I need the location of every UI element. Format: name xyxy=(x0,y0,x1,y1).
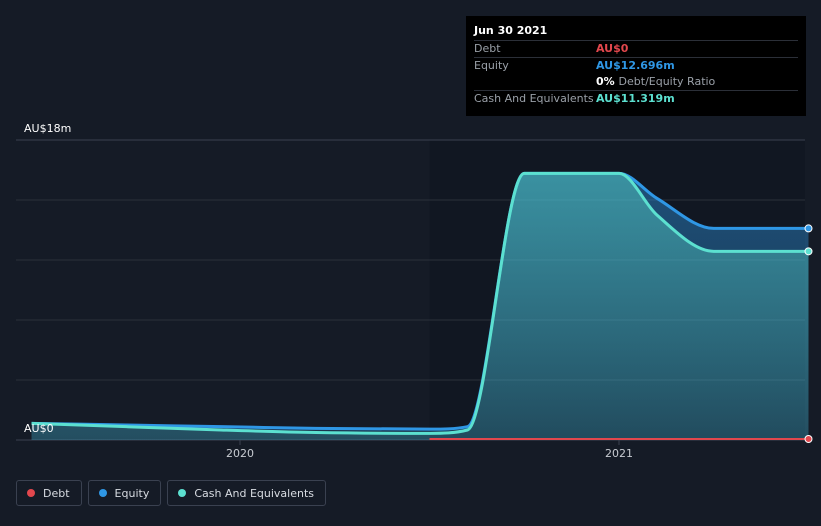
tooltip-ratio-label: Debt/Equity Ratio xyxy=(618,75,716,88)
y-tick-label-min: AU$0 xyxy=(24,422,54,435)
x-tick-label-2020: 2020 xyxy=(226,447,254,460)
legend-label-debt: Debt xyxy=(43,486,70,500)
tooltip-cash-label: Cash And Equivalents xyxy=(474,92,594,105)
tooltip-row-cash: Cash And Equivalents AU$11.319m xyxy=(474,90,798,107)
legend-item-cash[interactable]: Cash And Equivalents xyxy=(167,480,326,506)
legend-dot-equity-icon xyxy=(98,489,107,497)
series-area-cash-and-equivalents xyxy=(31,173,809,440)
tooltip-ratio: 0% Debt/Equity Ratio xyxy=(596,74,715,90)
legend-label-equity: Equity xyxy=(114,486,150,500)
x-tick-label-2021: 2021 xyxy=(605,447,633,460)
tooltip-debt-value: AU$0 xyxy=(596,42,629,55)
grid-lines xyxy=(16,139,805,381)
tooltip-row-equity: Equity AU$12.696m xyxy=(474,57,798,74)
chart-legend: Debt Equity Cash And Equivalents xyxy=(16,480,326,506)
series-layer xyxy=(31,171,813,443)
series-end-point-equity[interactable] xyxy=(804,224,813,233)
legend-item-equity[interactable]: Equity xyxy=(87,480,162,506)
tooltip-row-ratio: 0% Debt/Equity Ratio xyxy=(474,74,798,90)
tooltip-equity-label: Equity xyxy=(474,59,509,72)
series-end-point-cash-and-equivalents[interactable] xyxy=(804,247,813,256)
legend-label-cash: Cash And Equivalents xyxy=(194,486,314,500)
legend-dot-debt-icon xyxy=(27,489,35,497)
tooltip-equity-value: AU$12.696m xyxy=(596,59,675,72)
data-tooltip: Jun 30 2021 Debt AU$0 Equity AU$12.696m … xyxy=(466,16,806,116)
series-end-point-debt[interactable] xyxy=(804,435,813,443)
y-tick-label-max: AU$18m xyxy=(24,122,72,135)
tooltip-date: Jun 30 2021 xyxy=(474,24,548,37)
x-axis xyxy=(16,439,805,445)
legend-dot-cash-icon xyxy=(178,489,187,497)
tooltip-debt-label: Debt xyxy=(474,42,501,55)
series-line-cash-and-equivalents xyxy=(31,171,809,435)
tooltip-ratio-value: 0% xyxy=(596,75,615,88)
tooltip-cash-value: AU$11.319m xyxy=(596,92,675,105)
tooltip-row-debt: Debt AU$0 xyxy=(474,40,798,57)
legend-item-debt[interactable]: Debt xyxy=(16,480,82,506)
